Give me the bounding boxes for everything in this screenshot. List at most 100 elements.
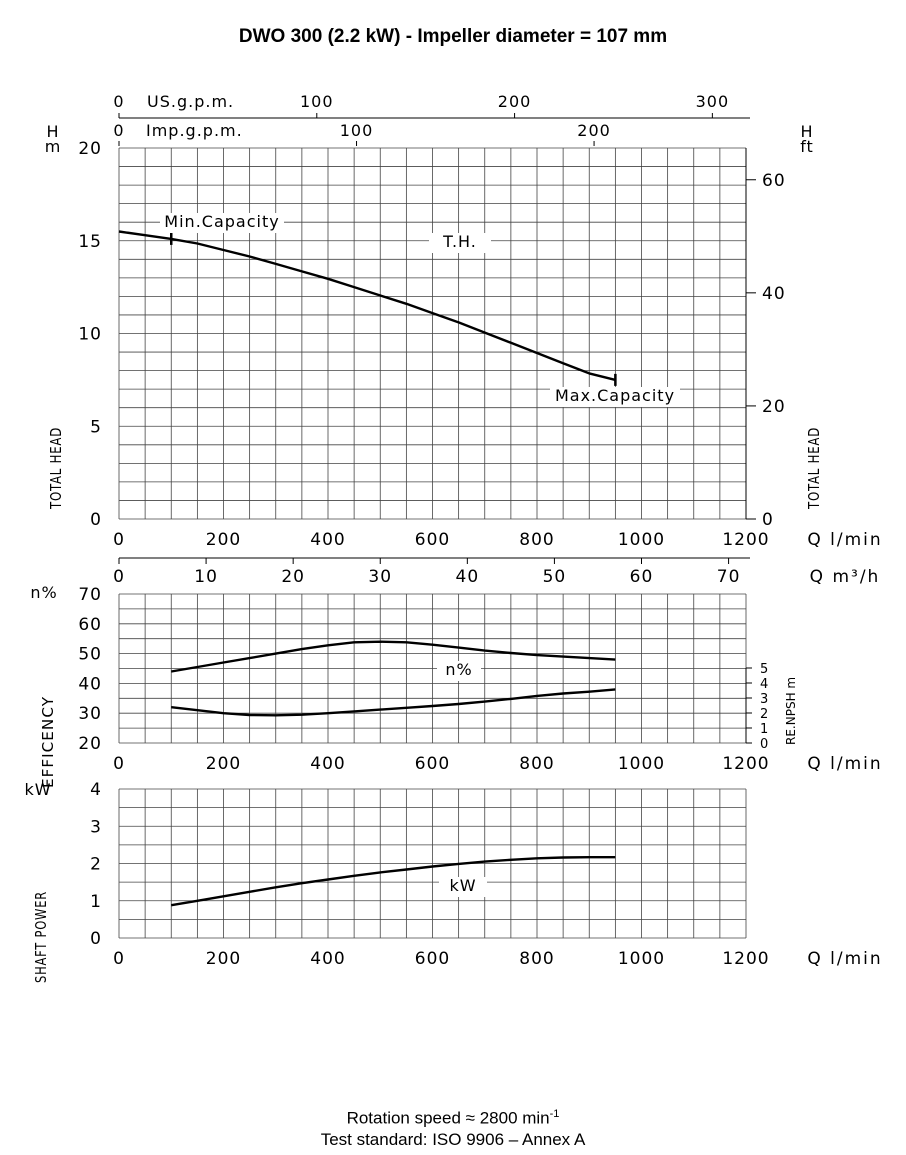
power-q-tick-label: 600	[415, 949, 450, 969]
head-m-tick-label: 0	[90, 510, 102, 530]
m3h-tick-label: 0	[113, 567, 125, 587]
power-tick-label: 1	[90, 892, 102, 912]
head-unit-m-left: m	[45, 137, 62, 156]
chart-title: DWO 300 (2.2 kW) - Impeller diameter = 1…	[238, 26, 668, 47]
imp-gpm-axis-label: Imp.g.p.m.	[146, 121, 243, 140]
efficiency-tick-label: 40	[78, 674, 102, 694]
test-standard-note: Test standard: ISO 9906 – Annex A	[320, 1129, 586, 1149]
efficiency-tick-label: 50	[78, 645, 102, 665]
efficiency-tick-label: 70	[78, 585, 102, 605]
th-curve-label-bg	[429, 233, 491, 253]
rotation-speed-note: Rotation speed ≈ 2800 min-1	[0, 1104, 906, 1129]
efficiency-tick-label: 20	[78, 734, 102, 754]
npsh-tick-label: 3	[760, 692, 769, 707]
efficiency-label: EFFICENCY	[39, 696, 57, 788]
npsh-tick-label: 2	[760, 707, 769, 722]
efficiency-curve-label-bg	[437, 661, 481, 681]
power-curve-label-bg	[439, 877, 487, 897]
power-tick-label: 0	[90, 929, 102, 949]
eff-q-tick-label: 1000	[618, 754, 665, 774]
head-curve	[118, 230, 616, 382]
power-q-tick-label: 1000	[618, 949, 665, 969]
power-q-tick-label: 800	[519, 949, 554, 969]
head-ft-tick-label: 20	[762, 397, 786, 417]
efficiency-unit: n%	[30, 583, 57, 602]
power-curve-label: kW	[449, 876, 476, 895]
eff-q-tick-label: 200	[206, 754, 241, 774]
head-unit-h-right: H	[800, 122, 813, 141]
head-unit-ft-right: ft	[800, 137, 814, 156]
eff-q-axis-label: Q l/min	[807, 754, 882, 774]
efficiency-tick-label: 30	[78, 704, 102, 724]
shaft-power-label: SHAFT POWER	[32, 891, 50, 983]
power-q-axis-label: Q l/min	[807, 949, 882, 969]
us-gpm-tick-label: 300	[696, 92, 730, 111]
footer: Rotation speed ≈ 2800 min-1 Test standar…	[0, 1104, 906, 1150]
head-m-tick-label: 15	[78, 232, 102, 252]
m3h-tick-label: 30	[368, 567, 392, 587]
npsh-tick-label: 5	[760, 662, 769, 677]
us-gpm-tick-label: 200	[498, 92, 532, 111]
efficiency-curve-label: n%	[445, 660, 472, 679]
imp-gpm-tick-label: 200	[577, 121, 611, 140]
m3h-tick-label: 10	[194, 567, 218, 587]
head-unit-h-left: H	[46, 122, 59, 141]
power-q-tick-label: 400	[310, 949, 345, 969]
head-m-tick-label: 10	[78, 325, 102, 345]
max-capacity-label-bg	[550, 387, 680, 407]
head-ft-tick-label: 60	[762, 171, 786, 191]
imp-gpm-tick-label: 0	[113, 121, 124, 140]
power-tick-label: 4	[90, 780, 102, 800]
m3h-tick-label: 40	[456, 567, 480, 587]
head-ft-tick-label: 0	[762, 510, 774, 530]
npsh-tick-label: 1	[760, 722, 769, 737]
m3h-axis-label: Q m³/h	[810, 567, 881, 587]
eff-q-tick-label: 800	[519, 754, 554, 774]
m3h-tick-label: 20	[281, 567, 305, 587]
m3h-tick-label: 60	[630, 567, 654, 587]
us-gpm-tick-label: 0	[113, 92, 124, 111]
power-tick-label: 3	[90, 817, 102, 837]
efficiency-curve	[171, 640, 616, 673]
us-gpm-tick-label: 100	[300, 92, 334, 111]
rotation-speed-exponent: -1	[549, 1108, 560, 1120]
npsh-tick-label: 0	[760, 737, 769, 752]
head-q-tick-label: 600	[415, 530, 450, 550]
total-head-label-right: TOTAL HEAD	[805, 427, 823, 510]
npsh-axis-label: RE.NPSH m	[784, 677, 798, 745]
imp-gpm-tick-label: 100	[340, 121, 374, 140]
us-gpm-axis-label: US.g.p.m.	[147, 92, 234, 111]
head-q-tick-label: 1200	[722, 530, 769, 550]
power-unit: kW	[24, 780, 51, 799]
eff-q-tick-label: 1200	[722, 754, 769, 774]
npsh-tick-label: 4	[760, 677, 769, 692]
th-curve-label: T.H.	[442, 232, 477, 251]
min-capacity-label-bg	[160, 213, 284, 233]
m3h-tick-label: 70	[717, 567, 741, 587]
eff-q-tick-label: 0	[113, 754, 125, 774]
rotation-speed-text: Rotation speed ≈ 2800 min	[346, 1108, 550, 1128]
power-q-tick-label: 200	[206, 949, 241, 969]
power-q-tick-label: 0	[113, 949, 125, 969]
head-q-tick-label: 400	[310, 530, 345, 550]
max-capacity-label: Max.Capacity	[555, 386, 675, 405]
head-q-tick-label: 0	[113, 530, 125, 550]
m3h-tick-label: 50	[543, 567, 567, 587]
head-m-tick-label: 5	[90, 417, 102, 437]
head-q-tick-label: 200	[206, 530, 241, 550]
npsh-curve	[171, 688, 616, 717]
head-q-axis-label: Q l/min	[807, 530, 882, 550]
power-tick-label: 2	[90, 855, 102, 875]
eff-q-tick-label: 600	[415, 754, 450, 774]
efficiency-tick-label: 60	[78, 615, 102, 635]
head-q-tick-label: 800	[519, 530, 554, 550]
total-head-label-left: TOTAL HEAD	[47, 427, 65, 510]
shaft-power-curve	[171, 856, 616, 907]
min-capacity-label: Min.Capacity	[164, 212, 279, 231]
power-q-tick-label: 1200	[722, 949, 769, 969]
eff-q-tick-label: 400	[310, 754, 345, 774]
head-m-tick-label: 20	[78, 139, 102, 159]
head-q-tick-label: 1000	[618, 530, 665, 550]
head-ft-tick-label: 40	[762, 284, 786, 304]
